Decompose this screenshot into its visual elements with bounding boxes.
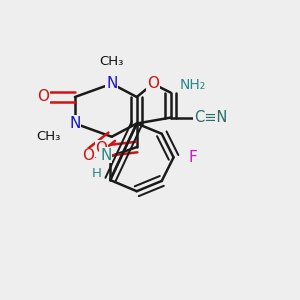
Text: CH₃: CH₃ xyxy=(36,130,61,143)
Text: NH₂: NH₂ xyxy=(180,78,206,92)
Text: O: O xyxy=(95,141,107,156)
Text: H: H xyxy=(92,167,102,180)
Text: C≡N: C≡N xyxy=(194,110,227,125)
Text: O: O xyxy=(147,76,159,91)
Text: O: O xyxy=(38,89,50,104)
Text: N: N xyxy=(69,116,81,131)
Text: CH₃: CH₃ xyxy=(100,55,124,68)
Text: N: N xyxy=(100,148,112,163)
Text: F: F xyxy=(188,150,197,165)
Text: N: N xyxy=(106,76,117,91)
Text: O: O xyxy=(82,148,94,164)
